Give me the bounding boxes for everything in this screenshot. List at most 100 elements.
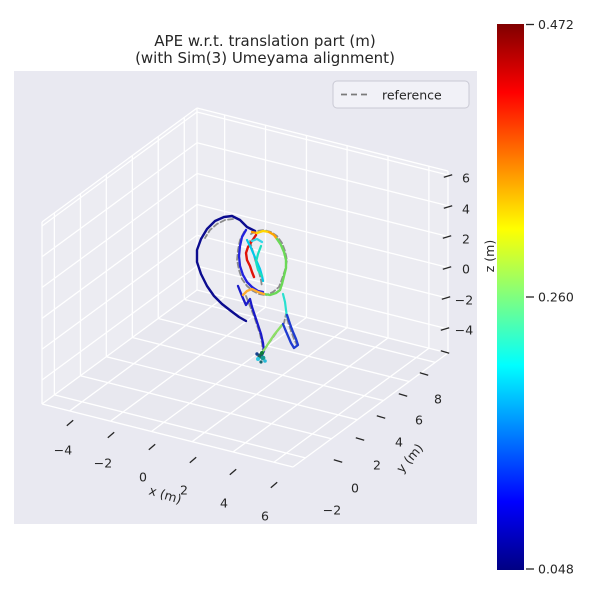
trajectory-segment [244, 233, 258, 279]
x-tick-mark [189, 456, 197, 464]
legend: reference [332, 80, 470, 109]
x-tick-label: 4 [220, 496, 228, 511]
grid-line [106, 356, 358, 421]
trajectory-segment [241, 287, 266, 297]
z-tick-mark [442, 266, 452, 270]
reference-trajectory [250, 229, 288, 296]
grid-line [196, 234, 449, 299]
z-tick-mark [442, 235, 452, 239]
y-tick-label: 8 [434, 392, 442, 407]
grid-line [292, 352, 449, 468]
trajectory-endpoint-cluster-dot [260, 351, 264, 355]
y-tick-mark [333, 459, 343, 463]
reference-trajectory [236, 231, 266, 296]
x-tick-mark [270, 481, 278, 489]
grid-line [232, 337, 389, 453]
grid-line [80, 375, 332, 440]
grid-line [158, 317, 410, 383]
grid-line [41, 234, 198, 350]
trajectory-segment [255, 229, 271, 235]
grid-line [69, 296, 225, 412]
grid-line [110, 306, 266, 422]
x-tick-label: −4 [54, 443, 72, 458]
grid-line [41, 289, 198, 405]
z-tick-mark [441, 296, 451, 300]
z-tick-mark [440, 327, 450, 331]
trajectory-segment [195, 214, 257, 323]
x-tick-mark [229, 468, 237, 476]
y-tick-label: −2 [323, 503, 341, 518]
legend-box [332, 80, 470, 109]
grid-line [196, 289, 449, 354]
trajectory-endpoint-cluster-dot [255, 352, 259, 356]
y-tick-label: 4 [395, 435, 403, 450]
trajectory-endpoint-cluster-dot [263, 359, 267, 363]
y-tick-label: 6 [415, 413, 423, 428]
trajectory-segment [267, 230, 279, 241]
z-tick-label: −4 [455, 323, 473, 338]
z-tick-mark [443, 205, 453, 209]
grid-line [184, 298, 436, 363]
z-tick-label: 0 [462, 262, 470, 277]
colorbar-label-max: 0.472 [538, 17, 574, 32]
colorbar-label-min: 0.048 [538, 562, 574, 577]
chart-title-line1: APE w.r.t. translation part (m) [154, 32, 375, 50]
grid-line [41, 172, 198, 289]
trajectory-segment [250, 237, 264, 244]
z-tick-label: −2 [455, 293, 473, 308]
x-tick-label: −2 [94, 456, 112, 471]
trajectory-endpoint-cluster-dot [260, 355, 266, 361]
legend-label: reference [382, 88, 442, 103]
grid-line [191, 327, 348, 443]
grid-line [41, 265, 198, 381]
trajectory-segment [254, 244, 264, 278]
x-tick-mark [148, 443, 156, 451]
y-tick-mark [355, 437, 365, 441]
z-tick-label: 6 [462, 171, 470, 186]
grid-line [196, 172, 449, 238]
grid-line [273, 347, 430, 463]
grid-line [196, 142, 449, 207]
trajectory-endpoint-cluster-dot [259, 360, 263, 364]
x-tick-label: 0 [139, 470, 147, 485]
grid-line [132, 336, 384, 402]
trajectory-segment [236, 284, 266, 359]
y-tick-mark [376, 415, 386, 419]
z-axis-label: z (m) [482, 240, 497, 272]
grid-line [196, 107, 449, 172]
grid-line [54, 394, 306, 459]
pane-floor [42, 290, 448, 467]
x-tick-mark [66, 419, 74, 427]
colorbar-gradient [497, 24, 524, 570]
x-tick-label: 6 [261, 509, 269, 524]
y-tick-mark [398, 393, 408, 397]
y-tick-label: 0 [351, 481, 359, 496]
grid-line [196, 265, 449, 330]
grid-line [41, 203, 198, 319]
chart-title-line2: (with Sim(3) Umeyama alignment) [135, 49, 395, 67]
trajectory-segment [281, 292, 289, 319]
colorbar: 0.472 0.260 0.048 [497, 17, 574, 577]
grid-line [151, 316, 307, 432]
grid-line [196, 203, 449, 269]
trajectory-segment [281, 313, 300, 350]
trajectories [195, 214, 300, 364]
y-tick-label: 2 [373, 458, 381, 473]
y-tick-mark [419, 372, 429, 376]
grid-line [41, 142, 198, 258]
grid-line [41, 107, 198, 223]
trajectory-segment [237, 228, 265, 294]
grid-line [41, 111, 198, 227]
z-tick-mark [443, 174, 453, 178]
grid-line [196, 111, 449, 176]
trajectory-segment [262, 237, 288, 297]
grid-line [41, 403, 294, 468]
z-tick-label: 4 [462, 202, 470, 217]
z-tick-label: 2 [462, 232, 470, 247]
x-tick-label: 2 [180, 483, 188, 498]
y-tick-mark [440, 350, 450, 354]
colorbar-label-mid: 0.260 [538, 290, 574, 305]
